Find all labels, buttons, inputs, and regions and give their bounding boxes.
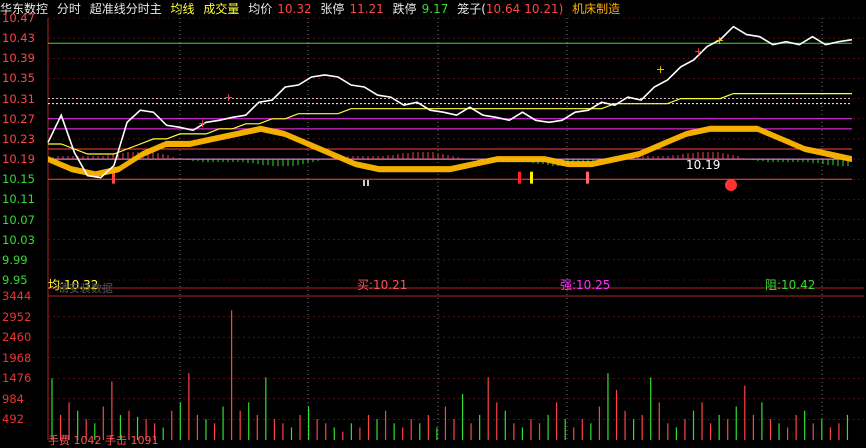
plus-marker: + — [224, 91, 233, 104]
price-tick-label: 9.95 — [2, 273, 28, 287]
plus-marker: + — [656, 63, 665, 76]
avg-label: 均:10.32 — [48, 278, 99, 292]
volume-tick-label: 1476 — [2, 371, 32, 386]
cage-low: 10.21) — [524, 2, 564, 16]
volume-tick-label: 3444 — [2, 289, 32, 303]
volume-tick-label: 492 — [2, 412, 24, 427]
signal-tick — [518, 171, 521, 184]
price-tick-label: 10.27 — [2, 111, 35, 126]
price-tick-label: 10.15 — [2, 172, 35, 187]
chart-header: 华东数控 分时 超准线分时主 均线 成交量 均价 10.32 张停 11.21 跌停… — [0, 0, 625, 18]
price-tick-label: 10.11 — [2, 192, 35, 207]
price-tick-label: 10.47 — [2, 11, 35, 25]
price-tick-label: 10.23 — [2, 131, 35, 146]
price-tick-label: 10.43 — [2, 31, 35, 46]
cage-label: 笼子( — [457, 2, 486, 16]
volume-bars — [51, 310, 849, 440]
pause-marker — [367, 180, 369, 186]
cage-high: 10.64 — [485, 2, 521, 16]
limit-up-value: 11.21 — [349, 2, 384, 16]
price-line — [47, 25, 853, 179]
support-resistance-levels — [48, 42, 852, 180]
strong-label: 强:10.25 — [560, 278, 611, 292]
sector-label[interactable]: 机床制造 — [572, 2, 621, 16]
signal-tick — [586, 171, 589, 184]
price-tick-label: 10.35 — [2, 71, 35, 86]
buy-label: 买:10.21 — [357, 278, 408, 292]
band-fill — [48, 125, 852, 178]
price-tick-label: 10.31 — [2, 91, 35, 106]
plus-marker: + — [198, 117, 207, 130]
avg-price-label: 均价 — [248, 2, 273, 16]
price-tick-label: 9.99 — [2, 252, 28, 267]
limit-down-label: 跌停 — [392, 2, 417, 16]
bottom-info: 手费 1042 手击 1091 — [48, 434, 159, 447]
average-price-line — [48, 93, 852, 155]
stock-name[interactable]: 华东数控 — [0, 2, 49, 16]
plus-marker: + — [715, 34, 724, 47]
price-tick-label: 10.19 — [2, 152, 35, 167]
signal-markers: + + + + + — [198, 34, 737, 191]
chart-grid — [47, 17, 864, 440]
limit-down-value: 9.17 — [421, 2, 449, 16]
price-tick-label: 10.03 — [2, 232, 35, 247]
resist-label: 阻:10.42 — [765, 278, 816, 292]
price-tick-label: 10.39 — [2, 51, 35, 66]
band-area — [48, 125, 852, 178]
avg-line-path — [48, 93, 852, 155]
volume-tick-label: 2460 — [2, 330, 32, 345]
volume-tick-label: 1968 — [2, 350, 32, 365]
volume-label: 成交量 — [203, 2, 240, 16]
signal-tick — [112, 171, 115, 184]
signal-tick — [530, 171, 533, 184]
volume-tick-label: 2952 — [2, 309, 32, 324]
mode-label[interactable]: 分时 — [56, 2, 81, 16]
plus-marker: + — [694, 45, 703, 58]
price-line-path — [47, 25, 853, 179]
avg-line-label: 均线 — [170, 2, 195, 16]
price-mark-label: 10.19 — [686, 158, 721, 172]
indicator-label[interactable]: 超准线分时主 — [89, 2, 162, 16]
volume-tick-label: 984 — [2, 391, 24, 406]
price-tick-label: 10.07 — [2, 212, 35, 227]
alert-marker — [725, 179, 737, 191]
avg-sub-label: 请安装数据 — [58, 282, 113, 295]
pause-marker — [363, 180, 365, 186]
avg-price-value: 10.32 — [277, 2, 312, 16]
limit-up-label: 张停 — [320, 2, 345, 16]
